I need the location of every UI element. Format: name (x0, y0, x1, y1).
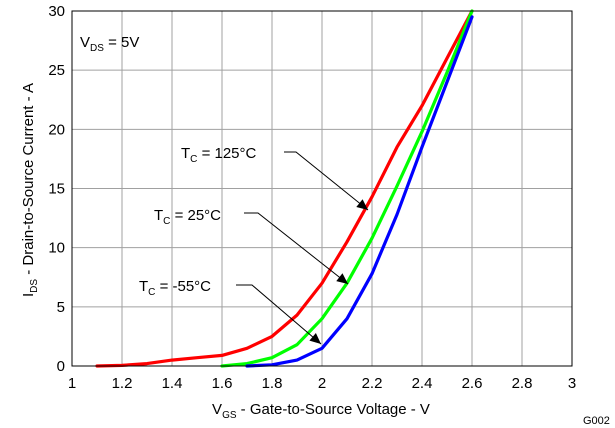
x-tick-label: 2 (318, 375, 326, 392)
leader-minus55c (236, 284, 322, 345)
figure-id: G002 (583, 415, 610, 427)
y-axis-title: IDS - Drain-to-Source Current - A (20, 83, 40, 297)
series-line-minus55c (245, 15, 474, 368)
annotation-leaders (236, 151, 369, 345)
series-annotations: TC = 125°C TC = 25°C TC = -55°C (139, 145, 257, 298)
y-tick-label: 20 (48, 121, 65, 138)
y-tick-label: 0 (57, 358, 65, 375)
series-label-125c: TC = 125°C (181, 145, 257, 165)
x-tick-label: 1.4 (162, 375, 183, 392)
leader-25c (244, 212, 349, 285)
grid (72, 11, 572, 366)
series-line-125c (95, 9, 474, 368)
x-tick-label: 2.6 (462, 375, 483, 392)
leader-125c-arrowhead (356, 199, 368, 210)
x-tick-label: 1.2 (112, 375, 133, 392)
y-tick-label: 5 (57, 299, 65, 316)
condition-label: VDS = 5V (80, 34, 139, 54)
y-tick-label: 30 (48, 3, 65, 20)
x-tick-label: 2.2 (362, 375, 383, 392)
plot-frame (71, 10, 573, 367)
series-label-minus55c: TC = -55°C (139, 278, 211, 298)
x-tick-label: 2.8 (512, 375, 533, 392)
y-tick-labels: 0 5 10 15 20 25 30 (48, 3, 65, 375)
x-tick-label: 1 (68, 375, 76, 392)
x-tick-labels: 1 1.2 1.4 1.6 1.8 2 2.2 2.4 2.6 2.8 3 (68, 375, 576, 392)
y-tick-label: 10 (48, 240, 65, 257)
y-tick-label: 25 (48, 62, 65, 79)
x-tick-label: 3 (568, 375, 576, 392)
series-label-25c: TC = 25°C (154, 207, 221, 227)
y-tick-label: 15 (48, 181, 65, 198)
x-axis-title: VGS - Gate-to-Source Voltage - V (212, 401, 430, 421)
leader-125c (284, 151, 369, 211)
x-tick-label: 2.4 (412, 375, 433, 392)
leader-minus55c-arrowhead (309, 333, 321, 344)
x-tick-label: 1.8 (262, 375, 283, 392)
x-tick-label: 1.6 (212, 375, 233, 392)
leader-25c-arrowhead (336, 273, 348, 284)
